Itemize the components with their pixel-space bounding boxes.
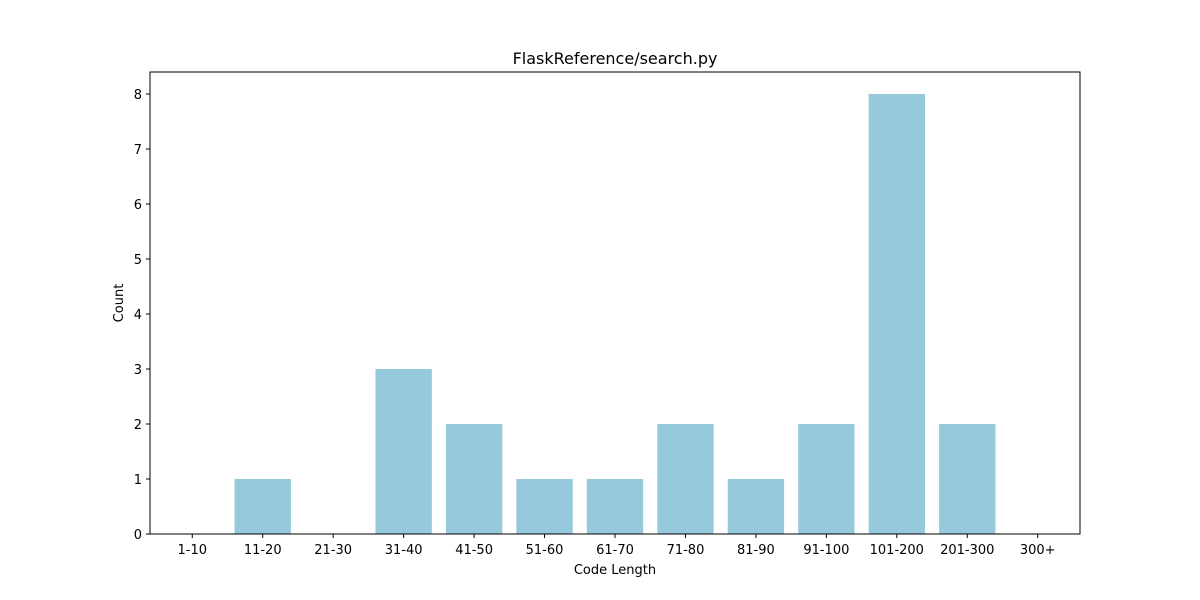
x-tick-label: 81-90 — [737, 543, 775, 558]
y-axis-ticks: 0 1 2 3 4 5 6 7 8 — [134, 88, 150, 543]
bar-201-300 — [939, 424, 996, 534]
bar-71-80 — [657, 424, 714, 534]
x-tick-label: 201-300 — [940, 543, 994, 558]
y-tick-label: 6 — [134, 198, 142, 213]
bar-51-60 — [516, 479, 573, 534]
x-tick-label: 21-30 — [314, 543, 352, 558]
x-axis-label: Code Length — [574, 563, 656, 578]
y-tick-label: 5 — [134, 253, 142, 268]
bar-31-40 — [375, 369, 432, 534]
y-tick-label: 3 — [134, 363, 142, 378]
y-tick-label: 8 — [134, 88, 142, 103]
y-tick-label: 7 — [134, 143, 142, 158]
x-axis-ticks: 1-10 11-20 21-30 31-40 41-50 51-60 61-70 71-80 8… — [178, 534, 1056, 558]
x-tick-label: 11-20 — [244, 543, 282, 558]
x-tick-label: 41-50 — [455, 543, 493, 558]
y-tick-label: 4 — [134, 308, 142, 323]
x-tick-label: 1-10 — [178, 543, 208, 558]
y-tick-label: 0 — [134, 528, 142, 543]
chart-title: FlaskReference/search.py — [513, 49, 718, 68]
x-tick-label: 101-200 — [870, 543, 924, 558]
x-tick-label: 71-80 — [667, 543, 705, 558]
y-tick-label: 1 — [134, 473, 142, 488]
bar-81-90 — [727, 479, 785, 534]
x-tick-label: 61-70 — [596, 543, 634, 558]
x-tick-label: 31-40 — [385, 543, 423, 558]
y-tick-label: 2 — [134, 418, 142, 433]
bar-11-20 — [234, 479, 291, 534]
x-tick-label: 91-100 — [803, 543, 849, 558]
bar-101-200 — [868, 94, 925, 534]
x-tick-label: 51-60 — [526, 543, 564, 558]
bar-61-70 — [586, 479, 644, 534]
y-axis-label: Count — [112, 284, 127, 323]
x-tick-label: 300+ — [1020, 543, 1056, 558]
bars-group — [234, 94, 996, 534]
bar-91-100 — [798, 424, 855, 534]
bar-41-50 — [445, 424, 503, 534]
